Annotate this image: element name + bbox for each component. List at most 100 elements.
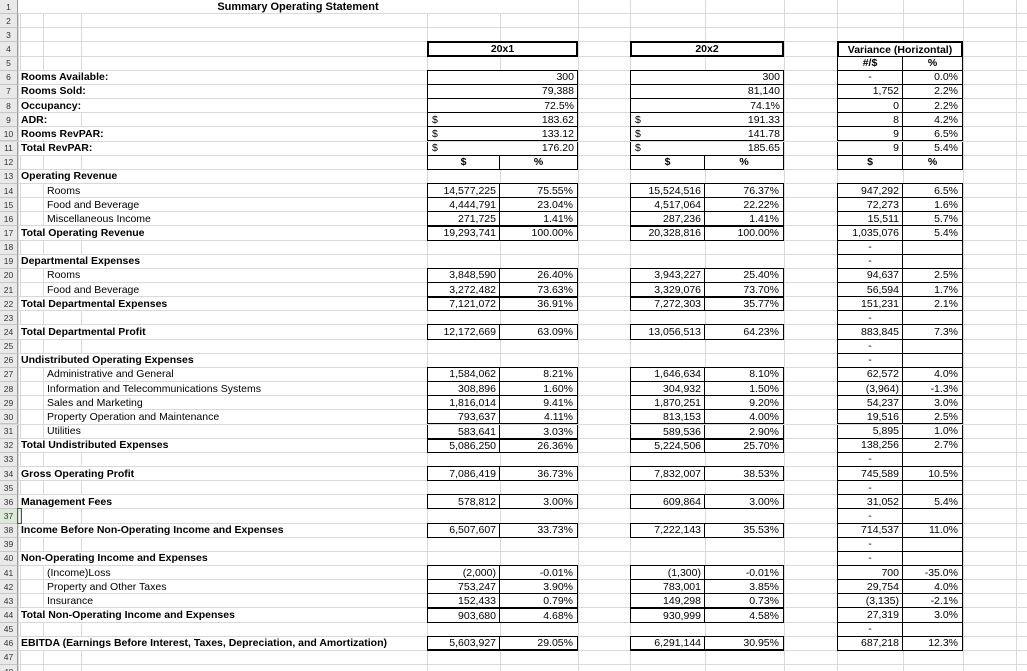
cell-label[interactable]: Food and Beverage <box>46 283 143 297</box>
cell-y2-pct[interactable]: 8.10% <box>705 366 784 383</box>
cell-label[interactable]: Property Operation and Maintenance <box>46 410 223 424</box>
cell-y2-amount[interactable]: 813,153 <box>630 410 705 425</box>
cell-var-pct[interactable]: 5.7% <box>903 212 963 227</box>
row-header[interactable]: 42 <box>0 580 18 595</box>
row-header[interactable]: 12 <box>0 155 18 170</box>
row-header[interactable]: 41 <box>0 566 18 581</box>
row-header[interactable]: 2 <box>0 14 18 29</box>
cell-var-amount[interactable]: 5,895 <box>837 424 903 439</box>
cell-var-pct[interactable]: 1.0% <box>903 424 963 439</box>
cell-var-pct[interactable]: 2.5% <box>903 268 963 283</box>
cell-var-amount[interactable]: - <box>837 353 903 368</box>
cell-var-pct[interactable]: 12.3% <box>903 636 963 651</box>
cell-y1-pct[interactable]: 1.41% <box>500 212 578 227</box>
cell-var-pct[interactable]: 4.0% <box>903 367 963 383</box>
cell-y2-amount[interactable]: 6,291,144 <box>630 635 705 651</box>
row-header[interactable]: 11 <box>0 141 18 156</box>
row-header[interactable]: 23 <box>0 311 18 326</box>
cell-y2-amount[interactable]: 13,056,513 <box>630 324 705 340</box>
cell-var-amount[interactable]: 687,218 <box>837 636 903 651</box>
row-header[interactable]: 8 <box>0 99 18 114</box>
cell-var-pct[interactable]: 7.3% <box>903 325 963 340</box>
row-header[interactable]: 27 <box>0 367 18 383</box>
cell-var-pct[interactable] <box>903 481 963 496</box>
row-header[interactable]: 17 <box>0 226 18 241</box>
cell-y2-pct[interactable]: 100.00% <box>705 225 784 241</box>
cell-var-amount[interactable]: - <box>837 622 903 637</box>
row-header[interactable]: 3 <box>0 28 18 43</box>
cell-y2-subheader-amount[interactable]: $ <box>630 155 705 170</box>
row-header[interactable]: 16 <box>0 212 18 227</box>
cell-label[interactable]: Property and Other Taxes <box>46 580 170 594</box>
cell-y1-amount[interactable]: 19,293,741 <box>427 225 500 241</box>
cell-label[interactable]: Rooms Sold: <box>20 84 89 99</box>
cell-y2-pct[interactable]: 3.00% <box>705 494 784 510</box>
row-header[interactable]: 31 <box>0 424 18 439</box>
cell-var-header[interactable]: Variance (Horizontal) <box>837 41 963 57</box>
cell-y2-amount[interactable]: 149,298 <box>630 594 705 609</box>
cell-var-pct[interactable]: 1.7% <box>903 283 963 298</box>
row-header[interactable]: 18 <box>0 240 18 255</box>
cell-var-pct[interactable] <box>903 353 963 368</box>
cell-var-pct[interactable] <box>903 509 963 524</box>
cell-y1-amount[interactable]: 14,577,225 <box>427 182 500 199</box>
cell-var-amount[interactable]: 714,537 <box>837 523 903 538</box>
cell-var-pct[interactable]: 2.2% <box>903 99 963 114</box>
cell-y2-pct[interactable]: 0.73% <box>705 594 784 609</box>
cell-var-amount[interactable]: 745,589 <box>837 466 903 482</box>
cell-var-subheader-amount[interactable]: #/$ <box>837 56 903 71</box>
cell-y2-pct[interactable]: 1.50% <box>705 382 784 397</box>
cell-var-amount[interactable]: - <box>837 240 903 255</box>
cell-y2-amount[interactable]: 7,832,007 <box>630 465 705 482</box>
cell-var-amount[interactable]: 700 <box>837 566 903 581</box>
cell-y1-merged-value[interactable]: 79,388 <box>427 84 578 100</box>
cell-y2-amount[interactable]: 5,224,506 <box>630 437 705 453</box>
row-header[interactable]: 1 <box>0 0 18 15</box>
cell-y2-merged-value[interactable]: 300 <box>630 69 784 85</box>
cell-label[interactable]: Insurance <box>46 594 97 608</box>
cell-var-amount[interactable]: 1,752 <box>837 84 903 100</box>
row-header[interactable]: 15 <box>0 198 18 213</box>
cell-label[interactable]: Administrative and General <box>46 367 177 382</box>
cell-y1-pct[interactable]: 29.05% <box>500 635 578 651</box>
cell-y2-currency-value[interactable]: $191.33 <box>630 113 784 128</box>
cell-var-amount[interactable]: 54,237 <box>837 396 903 411</box>
row-header[interactable]: 22 <box>0 297 18 312</box>
cell-label[interactable]: Total Undistributed Expenses <box>20 438 172 452</box>
cell-y2-currency-value[interactable]: $141.78 <box>630 127 784 142</box>
cell-y2-pct[interactable]: 4.58% <box>705 607 784 623</box>
row-header[interactable]: 46 <box>0 636 18 651</box>
cell-y2-amount[interactable]: 3,329,076 <box>630 283 705 298</box>
cell-var-amount[interactable]: - <box>837 551 903 566</box>
cell-var-amount[interactable]: - <box>837 70 903 85</box>
cell-y2-pct[interactable]: 73.70% <box>705 283 784 298</box>
cell-y1-amount[interactable]: 7,086,419 <box>427 465 500 482</box>
cell-var-amount[interactable]: 883,845 <box>837 325 903 340</box>
cell-label[interactable]: Operating Revenue <box>20 169 121 183</box>
cell-y1-subheader-amount[interactable]: $ <box>427 155 500 170</box>
cell-y1-pct[interactable]: 4.11% <box>500 410 578 425</box>
cell-var-amount[interactable]: 138,256 <box>837 438 903 453</box>
cell-y1-amount[interactable]: 753,247 <box>427 580 500 595</box>
cell-y2-amount[interactable]: 20,328,816 <box>630 225 705 241</box>
row-header[interactable]: 28 <box>0 382 18 397</box>
cell-var-pct[interactable]: 5.4% <box>903 141 963 156</box>
cell-y2-pct[interactable]: 1.41% <box>705 212 784 227</box>
cell-var-pct[interactable] <box>903 622 963 637</box>
cell-y2-pct[interactable]: 25.40% <box>705 267 784 283</box>
cell-y1-pct[interactable]: 100.00% <box>500 225 578 241</box>
cell-var-amount[interactable]: 1,035,076 <box>837 226 903 241</box>
cell-label[interactable]: ADR: <box>20 113 51 127</box>
cell-label[interactable]: Total Operating Revenue <box>20 226 148 240</box>
cell-y1-amount[interactable]: 793,637 <box>427 410 500 425</box>
cell-y1-amount[interactable]: 1,816,014 <box>427 396 500 411</box>
row-header[interactable]: 39 <box>0 537 18 552</box>
cell-label[interactable]: Miscellaneous Income <box>46 212 154 226</box>
cell-y1-amount[interactable]: 903,680 <box>427 607 500 623</box>
cell-y2-merged-value[interactable]: 74.1% <box>630 99 784 114</box>
row-header[interactable]: 37 <box>0 509 18 524</box>
cell-y2-amount[interactable]: 4,517,064 <box>630 198 705 213</box>
cell-var-amount[interactable]: - <box>837 481 903 496</box>
cell-var-subheader-pct[interactable]: % <box>903 155 963 170</box>
cell-y2-pct[interactable]: 9.20% <box>705 396 784 411</box>
